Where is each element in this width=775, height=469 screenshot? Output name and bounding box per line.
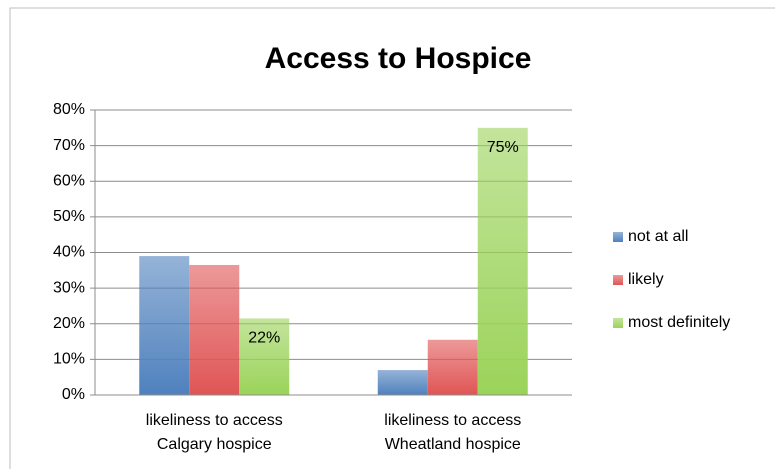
legend-label: most definitely [628,314,730,331]
bar [477,127,528,395]
data-label: 75% [487,139,519,156]
bar [377,370,428,395]
y-tick-label: 0% [62,386,85,403]
bar [189,264,240,395]
legend-swatch [613,232,623,242]
bar [239,318,290,395]
y-tick-label: 20% [53,315,85,332]
legend-swatch [613,318,623,328]
data-label: 22% [248,330,280,347]
bar [139,256,190,395]
y-tick-label: 70% [53,137,85,154]
legend-swatch [613,275,623,285]
x-tick-label: likeliness to access Calgary hospice [145,412,283,453]
legend-label: likely [628,271,664,288]
bar [427,339,478,395]
y-tick-label: 10% [53,351,85,368]
legend-label: not at all [628,228,688,245]
x-tick-label: likeliness to access Wheatland hospice [384,412,522,453]
y-tick-label: 30% [53,279,85,296]
y-tick-label: 40% [53,244,85,261]
y-tick-label: 80% [53,101,85,118]
y-tick-label: 60% [53,172,85,189]
y-tick-label: 50% [53,208,85,225]
chart-title: Access to Hospice [265,42,532,75]
